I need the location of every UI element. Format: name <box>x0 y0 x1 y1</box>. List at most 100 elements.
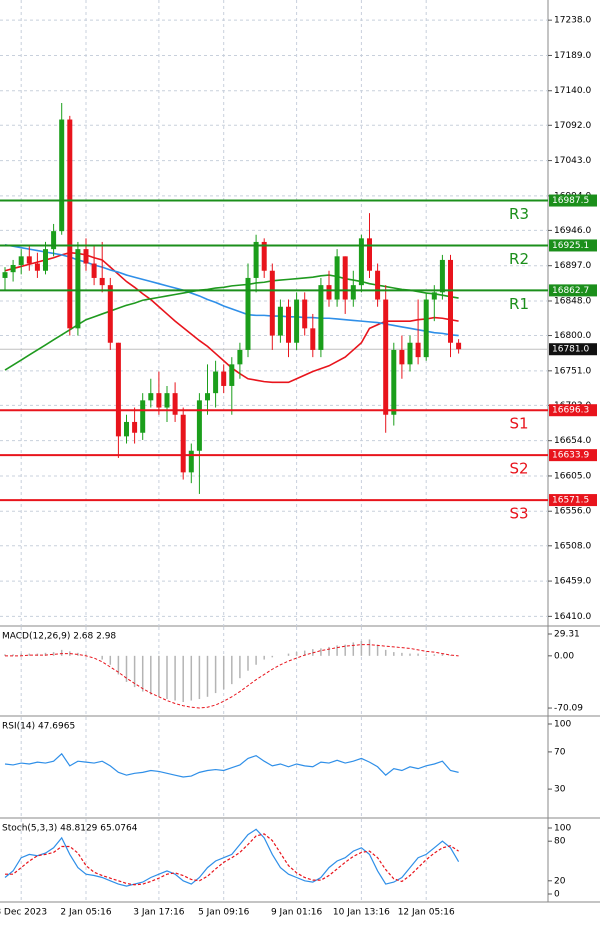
rsi-line <box>4 752 459 778</box>
candle-body <box>67 119 73 329</box>
moving-average <box>4 274 459 371</box>
indicator-title: RSI(14) 47.6965 <box>2 722 75 732</box>
candle-body <box>399 349 405 365</box>
y-tick-label: 16654.0 <box>554 436 591 446</box>
indicator-title: MACD(12,26,9) 2.68 2.98 <box>2 632 116 642</box>
candle-body <box>75 249 81 329</box>
candle-body <box>294 299 300 343</box>
y-tick-label: 16800.0 <box>554 331 591 341</box>
price-tag-label: 16925.1 <box>552 241 589 251</box>
candle-body <box>286 306 291 343</box>
candle-body <box>415 342 421 358</box>
candle-body <box>213 371 219 394</box>
candle-body <box>164 393 170 408</box>
level-name: S1 <box>509 415 528 433</box>
x-tick-label: 3 Jan 17:16 <box>133 908 185 918</box>
x-tick-label: 10 Jan 13:16 <box>333 908 390 918</box>
candle-body <box>196 400 202 451</box>
price-tag <box>549 194 597 207</box>
y-tick-label: 100 <box>554 720 571 730</box>
candle-body <box>326 285 332 300</box>
candle-body <box>188 450 194 473</box>
candle-body <box>26 256 32 264</box>
indicator-title: Stoch(5,3,3) 48.8129 65.0764 <box>2 824 138 834</box>
last-price-label: 16781.0 <box>552 345 589 355</box>
candle-body <box>407 342 413 365</box>
candle-body <box>383 299 389 415</box>
candle-body <box>229 364 235 386</box>
y-tick-label: 16410.0 <box>554 612 591 622</box>
candle-body <box>140 400 146 433</box>
candle-body <box>310 328 316 350</box>
price-tag-label: 16633.9 <box>552 451 589 461</box>
x-tick-label: 9 Jan 01:16 <box>271 908 323 918</box>
candle-body <box>172 393 178 415</box>
price-tag-label: 16696.3 <box>552 406 589 416</box>
candle-body <box>99 277 105 286</box>
x-tick-label: 12 Jan 05:16 <box>398 908 455 918</box>
candle-body <box>367 238 372 271</box>
y-tick-label: 17238.0 <box>554 16 591 26</box>
candle-body <box>2 272 8 278</box>
candle-body <box>115 342 121 437</box>
candle-body <box>205 393 210 401</box>
x-tick-label: 2 Jan 05:16 <box>60 908 112 918</box>
level-name: R3 <box>509 205 529 223</box>
price-tag <box>549 343 597 356</box>
candle-body <box>391 349 397 415</box>
y-tick-label: 100 <box>554 824 571 834</box>
y-tick-label: 16459.0 <box>554 577 591 587</box>
candle-body <box>34 263 40 271</box>
y-tick-label: 70 <box>554 747 566 757</box>
candle-body <box>43 249 48 271</box>
y-tick-label: 20 <box>554 876 566 886</box>
y-tick-label: 17140.0 <box>554 86 591 96</box>
y-tick-label: 30 <box>554 785 566 795</box>
candle-body <box>277 306 283 336</box>
price-tag-label: 16862.7 <box>552 286 589 296</box>
level-name: R1 <box>509 295 529 313</box>
candle-body <box>431 292 437 300</box>
y-tick-label: 17043.0 <box>554 156 591 166</box>
price-tag <box>549 284 597 297</box>
candle-body <box>107 285 113 343</box>
candle-body <box>59 119 65 232</box>
candle-body <box>18 256 24 265</box>
stoch-k-line <box>4 828 460 887</box>
candle-body <box>439 259 445 293</box>
y-tick-label: 17189.0 <box>554 51 591 61</box>
candle-body <box>456 342 462 350</box>
candle-body <box>156 393 162 408</box>
price-tag <box>549 239 597 252</box>
x-tick-label: 8 Dec 2023 <box>0 908 47 918</box>
level-name: R2 <box>509 250 529 268</box>
y-tick-label: 17092.0 <box>554 121 591 131</box>
candle-body <box>148 393 154 401</box>
y-tick-label: 16848.0 <box>554 296 591 306</box>
candle-body <box>350 285 356 300</box>
y-tick-label: 0 <box>554 890 560 900</box>
y-tick-label: 16751.0 <box>554 366 591 376</box>
price-tag-label: 16571.5 <box>552 496 589 506</box>
y-tick-label: 16556.0 <box>554 507 591 517</box>
candle-body <box>269 270 275 336</box>
price-tag <box>549 449 597 462</box>
candle-body <box>375 270 381 300</box>
y-tick-label: 0.00 <box>554 651 574 661</box>
y-tick-label: 80 <box>554 837 566 847</box>
y-tick-label: 16897.0 <box>554 261 591 271</box>
candle-body <box>245 277 251 350</box>
candle-body <box>124 421 129 437</box>
candle-body <box>261 241 267 271</box>
candle-body <box>423 299 429 358</box>
price-tag <box>549 494 597 507</box>
candle-body <box>221 371 227 386</box>
candle-body <box>448 259 453 343</box>
price-tag <box>549 404 597 417</box>
y-tick-label: 16508.0 <box>554 541 591 551</box>
candle-body <box>180 414 186 473</box>
candle-body <box>91 263 97 278</box>
candle-body <box>51 231 57 250</box>
signal-line <box>5 644 459 709</box>
